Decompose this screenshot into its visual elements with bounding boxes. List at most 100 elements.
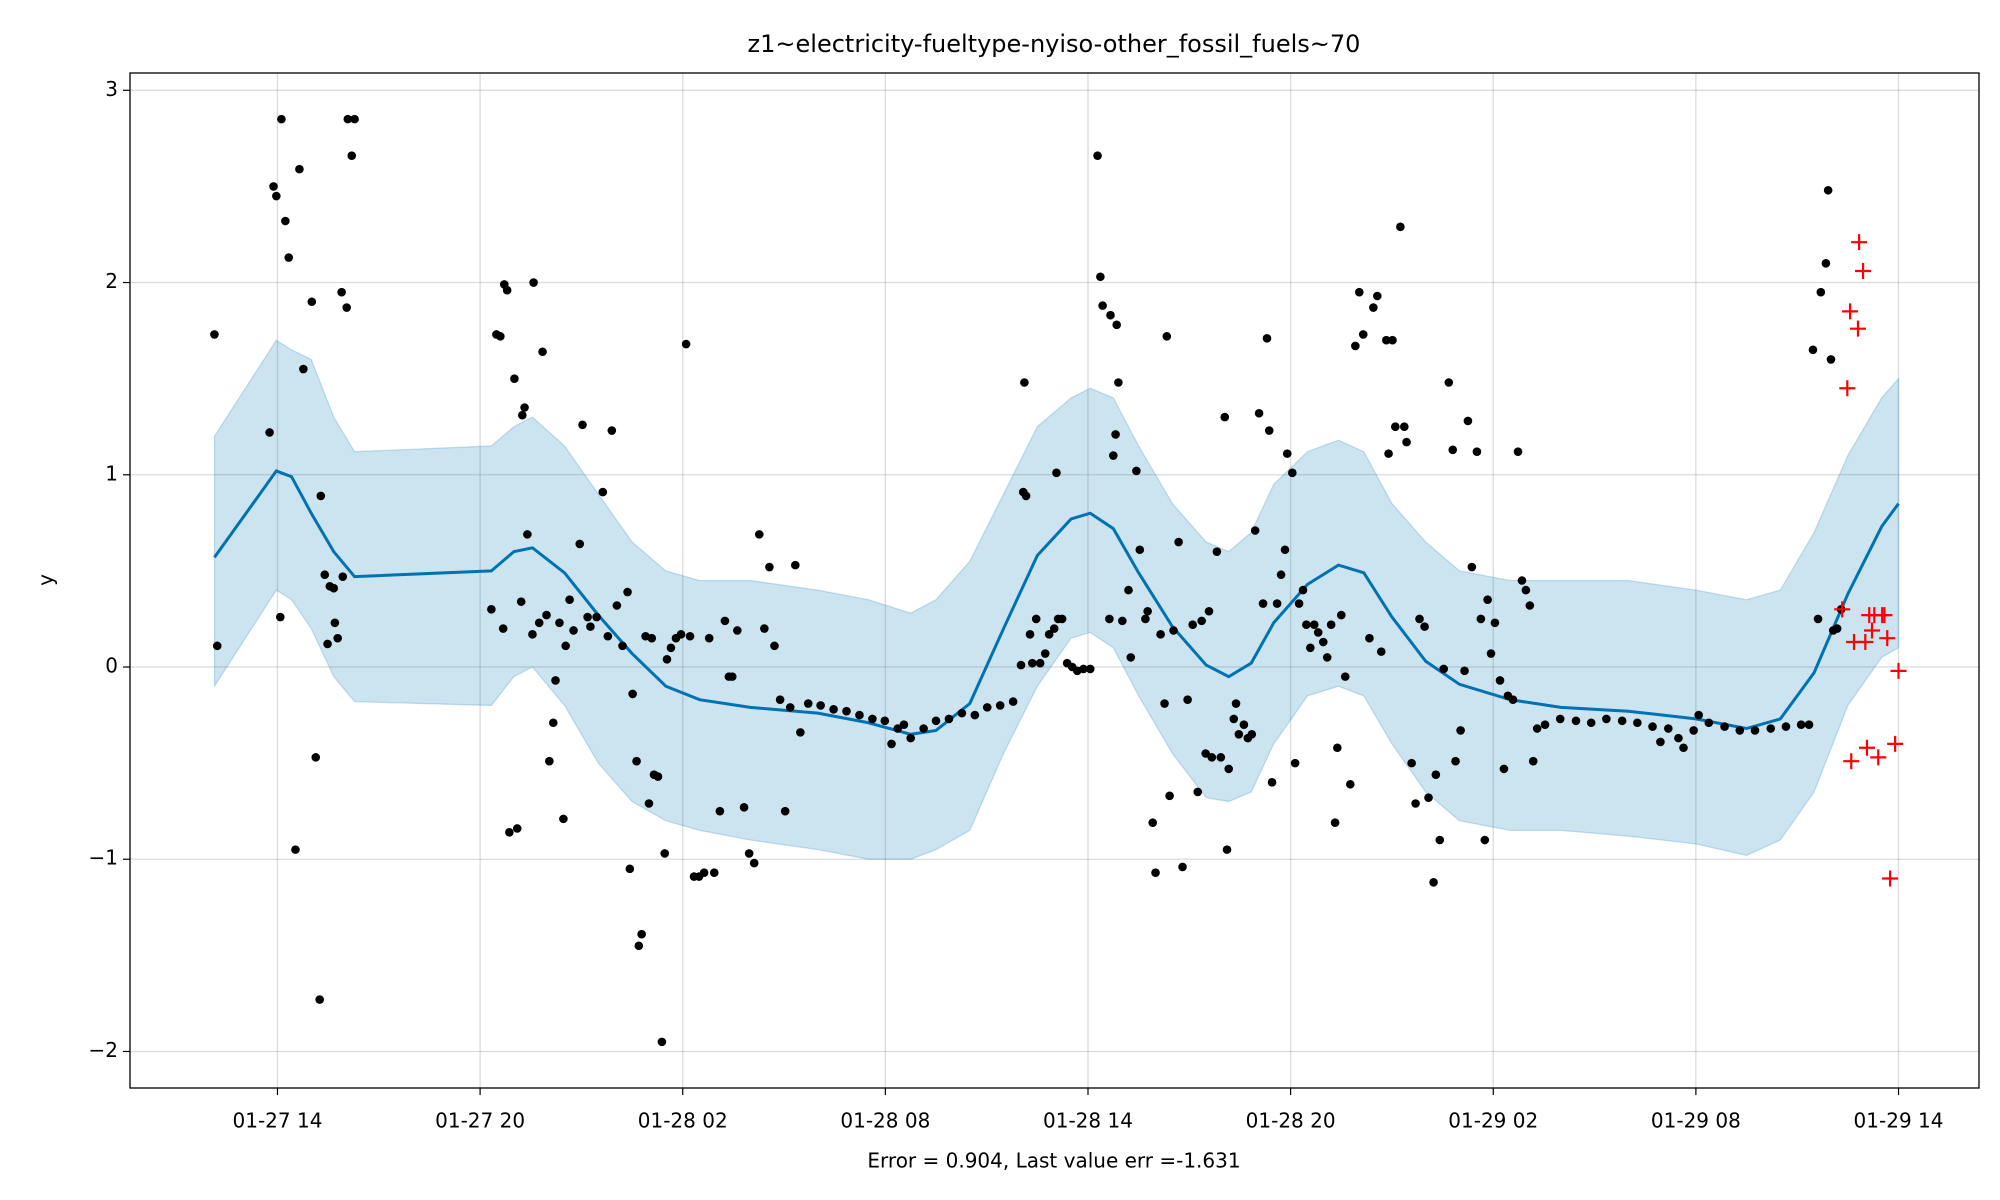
observed-point	[970, 710, 980, 720]
observed-point	[1318, 637, 1328, 647]
observed-point	[342, 303, 352, 312]
observed-point	[1832, 624, 1842, 633]
x-tick-label: 01-28 08	[840, 1109, 930, 1133]
observed-point	[295, 164, 304, 174]
forecast-line	[213, 469, 1900, 736]
observed-point	[1280, 545, 1290, 555]
observed-point	[1508, 695, 1518, 704]
observed-point	[272, 191, 281, 201]
observed-point	[1407, 758, 1416, 768]
observed-point	[957, 708, 967, 718]
observed-point	[1105, 614, 1114, 624]
observed-point	[1330, 818, 1340, 828]
observed-point	[1369, 303, 1378, 312]
observed-point	[637, 929, 646, 939]
observed-point	[1085, 664, 1095, 674]
observed-point	[569, 626, 578, 635]
observed-point	[555, 618, 564, 628]
observed-point	[1333, 743, 1342, 753]
observed-point	[1424, 793, 1433, 803]
observed-point	[498, 624, 508, 633]
observed-point	[1027, 658, 1037, 668]
observed-point	[1656, 737, 1665, 747]
observed-point	[516, 597, 526, 606]
observed-point	[578, 420, 587, 430]
observed-point	[829, 704, 838, 714]
observed-point	[699, 868, 709, 877]
observed-point	[739, 803, 749, 812]
observed-point	[1586, 718, 1596, 728]
observed-point	[523, 530, 532, 539]
observed-point	[685, 631, 695, 641]
observed-point	[1021, 491, 1031, 501]
observed-point	[1126, 653, 1136, 662]
observed-point	[880, 716, 890, 726]
y-tick-label: 1	[105, 461, 118, 485]
observed-point	[1415, 614, 1424, 624]
observed-point	[592, 612, 601, 622]
actual-point	[1858, 739, 1875, 756]
observed-point	[720, 616, 730, 626]
observed-point	[1689, 726, 1698, 735]
actual-point	[1876, 607, 1893, 624]
actual-point	[1839, 380, 1856, 397]
observed-point	[791, 560, 800, 570]
observed-point	[855, 710, 864, 720]
observed-point	[816, 701, 825, 710]
observed-point	[1648, 722, 1657, 731]
observed-point	[1674, 733, 1683, 743]
observed-point	[1571, 716, 1581, 726]
observed-point	[1521, 585, 1531, 595]
observed-point	[657, 1037, 667, 1047]
observed-point	[316, 491, 326, 501]
observed-point	[1222, 845, 1232, 854]
observed-point	[676, 630, 686, 639]
observed-point	[1540, 720, 1550, 729]
actual-point	[1849, 320, 1866, 337]
observed-point	[542, 610, 551, 620]
observed-point	[1135, 545, 1145, 555]
observed-point	[329, 583, 339, 593]
observed-point	[625, 864, 635, 874]
observed-point	[1821, 259, 1831, 268]
observed-point	[628, 689, 637, 699]
observed-point	[487, 605, 496, 614]
observed-point	[1400, 422, 1409, 432]
observed-point	[1132, 466, 1141, 476]
observed-point	[1264, 426, 1274, 435]
observed-point	[1247, 729, 1257, 739]
observed-point	[1351, 341, 1360, 351]
observed-point	[1106, 310, 1115, 320]
observed-point	[277, 114, 286, 124]
observed-point	[1472, 447, 1482, 457]
observed-point	[1212, 547, 1222, 556]
observed-point	[754, 530, 764, 539]
observed-point	[1165, 791, 1174, 801]
observed-point	[559, 814, 568, 824]
observed-point	[1258, 599, 1268, 608]
observed-point	[1796, 720, 1806, 729]
observed-point	[1124, 585, 1133, 595]
observed-point	[919, 724, 928, 733]
observed-point	[1448, 445, 1458, 455]
observed-point	[770, 641, 779, 651]
observed-point	[1239, 720, 1249, 729]
observed-point	[780, 806, 790, 816]
observed-point	[644, 799, 654, 808]
observed-point	[704, 633, 714, 643]
observed-point	[715, 806, 725, 816]
observed-point	[512, 824, 522, 833]
observed-point	[1193, 787, 1203, 797]
observed-point	[1467, 562, 1477, 572]
observed-point	[982, 703, 992, 712]
observed-point	[749, 858, 759, 868]
observed-point	[1188, 620, 1197, 630]
observed-point	[1340, 672, 1350, 681]
observed-point	[887, 739, 896, 749]
observed-point	[1322, 653, 1332, 662]
observed-point	[1480, 835, 1490, 845]
observed-point	[1272, 599, 1282, 608]
observed-point	[1336, 610, 1346, 620]
observed-point	[1388, 335, 1397, 345]
